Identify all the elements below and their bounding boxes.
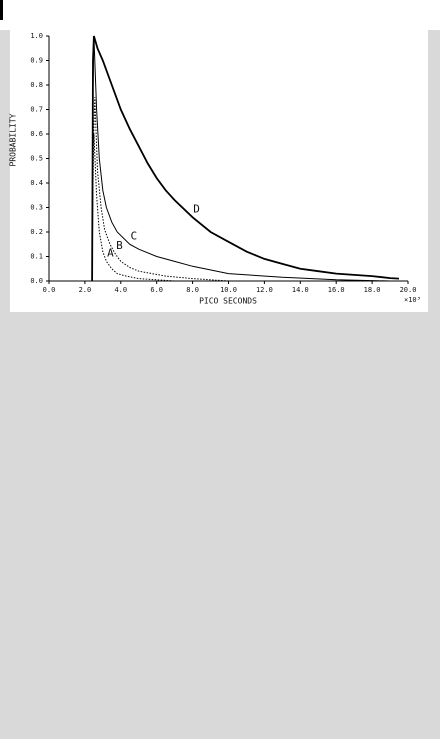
- x-tick-label: 8.0: [186, 286, 199, 294]
- y-tick-label: 0.5: [30, 155, 43, 163]
- y-tick-label: 1.0: [30, 32, 43, 40]
- x-tick-label: 2.0: [79, 286, 92, 294]
- series-line: [91, 97, 229, 282]
- chart-panel: [10, 30, 428, 312]
- x-unit: ×10³: [404, 296, 421, 304]
- y-tick-label: 0.4: [30, 179, 43, 187]
- top-bar: [0, 0, 3, 20]
- series-line: [91, 35, 391, 282]
- y-tick-label: 0.9: [30, 57, 43, 65]
- series-label: C: [130, 229, 137, 242]
- y-tick-label: 0.8: [30, 81, 43, 89]
- series-label: D: [193, 202, 200, 215]
- series-line: [91, 35, 400, 282]
- y-axis-label: PROBABILITY: [9, 113, 18, 166]
- x-tick-label: 12.0: [256, 286, 273, 294]
- x-tick-label: 4.0: [114, 286, 127, 294]
- series-label: B: [116, 239, 123, 252]
- series-label: A: [107, 246, 114, 259]
- y-tick-label: 0.2: [30, 228, 43, 236]
- x-tick-label: 16.0: [328, 286, 345, 294]
- y-tick-label: 0.6: [30, 130, 43, 138]
- y-tick-label: 0.0: [30, 277, 43, 285]
- x-tick-label: 6.0: [150, 286, 163, 294]
- x-tick-label: 20.0: [400, 286, 417, 294]
- x-tick-label: 18.0: [364, 286, 381, 294]
- y-tick-label: 0.3: [30, 204, 43, 212]
- x-tick-label: 14.0: [292, 286, 309, 294]
- x-tick-label: 10.0: [220, 286, 237, 294]
- y-tick-label: 0.7: [30, 106, 43, 114]
- x-tick-label: 0.0: [43, 286, 56, 294]
- x-axis-label: PICO SECONDS: [199, 297, 257, 306]
- y-tick-label: 0.1: [30, 253, 43, 261]
